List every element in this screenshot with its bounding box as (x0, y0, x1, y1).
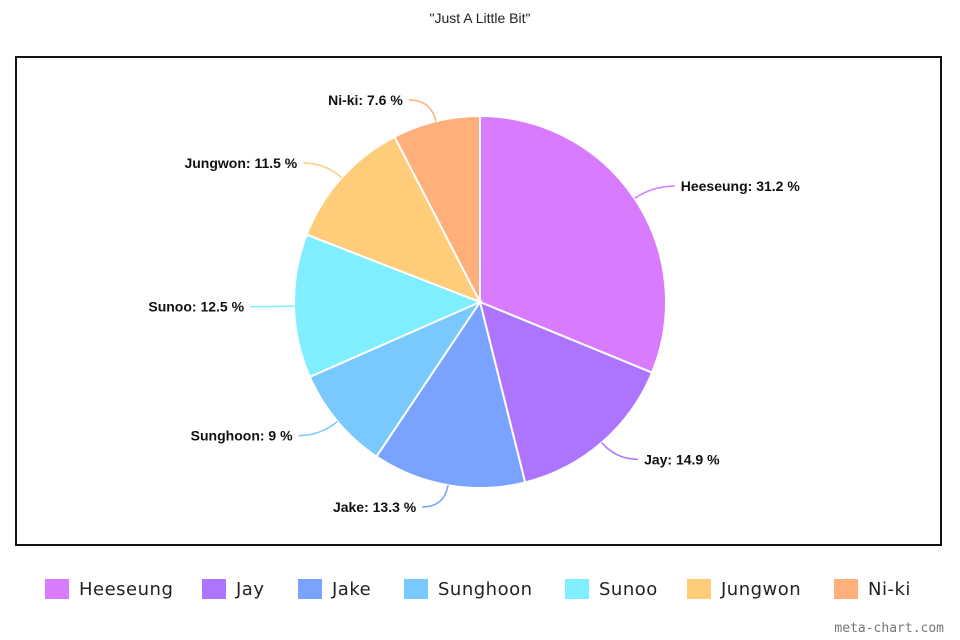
legend-item-jay: Jay (202, 575, 265, 603)
leader-line-jake (422, 485, 449, 508)
slice-label-ni-ki: Ni-ki: 7.6 % (328, 92, 403, 108)
legend-label: Jay (236, 578, 265, 600)
legend-swatch (298, 579, 322, 599)
legend-swatch (404, 579, 428, 599)
leader-line-sunghoon (298, 420, 338, 437)
leader-line-ni-ki (408, 99, 437, 122)
legend-item-sunghoon: Sunghoon (404, 575, 533, 603)
legend-swatch (202, 579, 226, 599)
leader-lines (250, 99, 675, 508)
legend-label: Ni-ki (868, 578, 911, 600)
legend-label: Sunoo (599, 578, 658, 600)
pie-slice-ni-ki (393, 114, 481, 303)
plot-frame (15, 56, 942, 546)
legend-swatch (687, 579, 711, 599)
leader-line-jay (601, 442, 639, 461)
slice-label-jungwon: Jungwon: 11.5 % (184, 155, 297, 171)
legend-label: Jake (332, 578, 372, 600)
slice-label-jake: Jake: 13.3 % (333, 499, 417, 515)
slice-label-heeseung: Heeseung: 31.2 % (681, 178, 801, 194)
pie-slice-sunoo (293, 233, 483, 379)
pie-slice-heeseung (479, 114, 667, 374)
chart-title: "Just A Little Bit" (429, 10, 531, 26)
pie-slice-jungwon (305, 135, 483, 304)
legend-item-ni-ki: Ni-ki (834, 575, 911, 603)
legend-label: Jungwon (721, 578, 802, 600)
leader-line-jungwon (303, 162, 343, 179)
pie-slices (293, 114, 667, 489)
legend-label: Heeseung (79, 578, 174, 600)
legend-swatch (565, 579, 589, 599)
legend-item-heeseung: Heeseung (45, 575, 173, 603)
slice-label-sunoo: Sunoo: 12.5 % (148, 299, 244, 315)
legend-item-sunoo: Sunoo (565, 575, 658, 603)
slice-label-jay: Jay: 14.9 % (644, 451, 720, 467)
legend-item-jake: Jake (298, 575, 371, 603)
legend-swatch (45, 579, 69, 599)
leader-line-heeseung (634, 185, 675, 200)
legend-swatch (834, 579, 858, 599)
watermark: meta-chart.com (834, 621, 944, 636)
legend-label: Sunghoon (438, 578, 533, 600)
slice-labels: Heeseung: 31.2 % Jay: 14.9 % Jake: 13.3 % S… (148, 92, 800, 515)
legend-item-jungwon: Jungwon (687, 575, 801, 603)
slice-label-sunghoon: Sunghoon: 9 % (191, 428, 293, 444)
legend: Heeseung Jay Jake Sunghoon Sunoo Jungwon Ni-ki (0, 575, 960, 607)
